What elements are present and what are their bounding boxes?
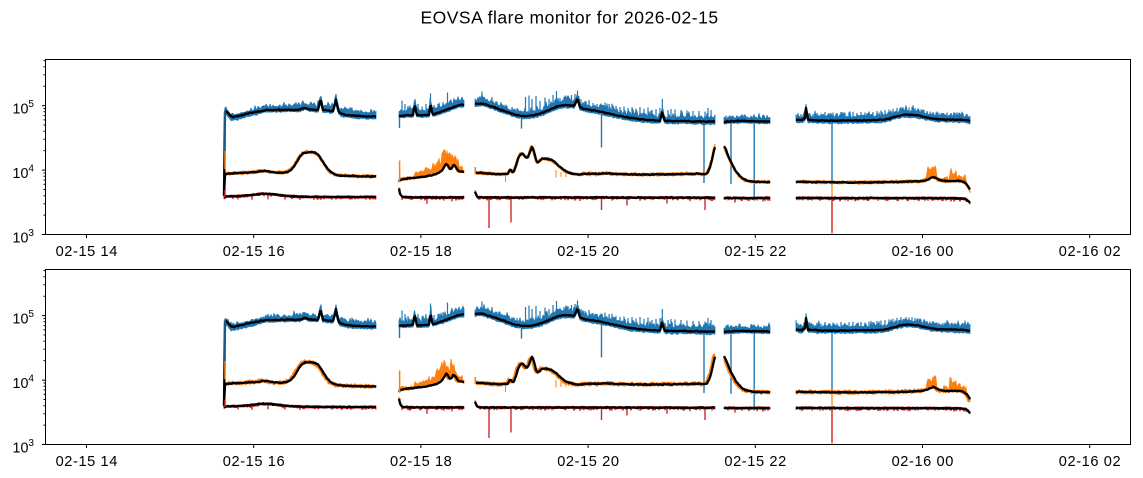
svg-text:02-15 14: 02-15 14 [56, 454, 118, 470]
svg-text:02-15 20: 02-15 20 [557, 244, 619, 260]
svg-text:02-15 18: 02-15 18 [390, 244, 452, 260]
svg-text:02-16 02: 02-16 02 [1059, 454, 1121, 470]
svg-text:02-15 22: 02-15 22 [724, 454, 786, 470]
svg-text:02-15 16: 02-15 16 [223, 244, 285, 260]
svg-text:02-15 18: 02-15 18 [390, 454, 452, 470]
svg-text:02-16 00: 02-16 00 [892, 244, 954, 260]
svg-text:02-16 02: 02-16 02 [1059, 244, 1121, 260]
svg-text:EOVSA flare monitor for 2026-0: EOVSA flare monitor for 2026-02-15 [420, 8, 718, 28]
svg-text:02-15 16: 02-15 16 [223, 454, 285, 470]
svg-text:02-15 14: 02-15 14 [56, 244, 118, 260]
svg-text:02-15 22: 02-15 22 [724, 244, 786, 260]
svg-text:02-16 00: 02-16 00 [892, 454, 954, 470]
svg-text:02-15 20: 02-15 20 [557, 454, 619, 470]
